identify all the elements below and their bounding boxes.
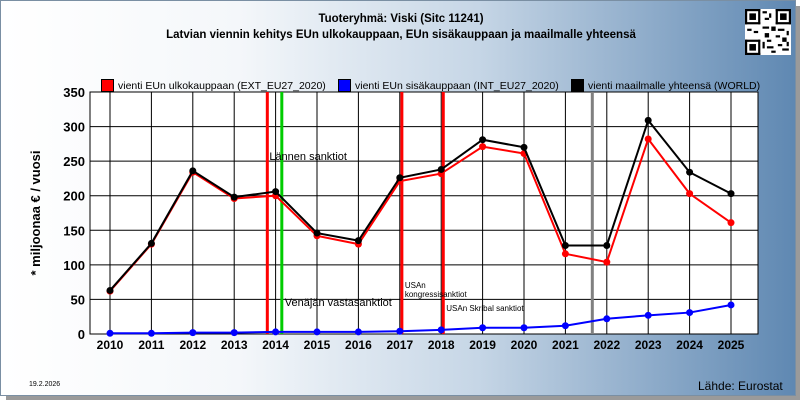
x-tick-label: 2022 <box>593 338 620 352</box>
data-point <box>644 135 652 143</box>
data-point <box>561 241 569 249</box>
data-point <box>686 309 694 317</box>
x-tick-label: 2020 <box>511 338 538 352</box>
data-point <box>479 136 487 144</box>
y-tick-label: 250 <box>63 154 85 169</box>
data-point <box>686 190 694 198</box>
data-point <box>437 165 445 173</box>
data-point <box>727 301 735 309</box>
series-line <box>109 136 732 292</box>
series-line <box>109 118 732 292</box>
data-point <box>354 328 362 336</box>
x-tick-label: 2023 <box>635 338 662 352</box>
x-tick-label: 2014 <box>262 338 289 352</box>
y-tick-label: 350 <box>63 85 85 100</box>
legend-item-world: vienti maailmalle yhteensä (WORLD) <box>571 79 760 92</box>
data-point <box>106 286 114 294</box>
date-stamp: 19.2.2026 <box>29 381 61 388</box>
qr-code-icon <box>745 9 791 55</box>
source-label: Lähde: Eurostat <box>698 379 783 393</box>
data-point <box>727 190 735 198</box>
legend: vienti EUn ulkokauppaan (EXT_EU27_2020) … <box>1 79 800 93</box>
data-point <box>272 328 280 336</box>
event-label: Venäjän vastasanktiot <box>285 297 392 309</box>
y-tick-label: 100 <box>63 258 85 273</box>
data-point <box>479 143 487 151</box>
data-point <box>479 324 487 332</box>
y-tick-label: 0 <box>78 327 85 342</box>
data-point <box>354 237 362 245</box>
data-point <box>561 250 569 258</box>
y-axis-label: * miljoonaa € / vuosi <box>28 151 43 276</box>
data-point <box>520 324 528 332</box>
x-tick-label: 2019 <box>469 338 496 352</box>
data-point <box>272 188 280 196</box>
event-label: Lännen sanktiot <box>269 151 347 163</box>
data-point <box>686 168 694 176</box>
data-point <box>644 116 652 124</box>
series-line <box>110 303 732 335</box>
x-tick-label: 2011 <box>138 338 164 352</box>
data-point <box>313 229 321 237</box>
chart-title: Tuoteryhmä: Viski (Sitc 11241) <box>318 13 484 25</box>
data-point <box>603 258 611 266</box>
x-tick-label: 2010 <box>97 338 124 352</box>
x-tick-label: 2021 <box>552 338 579 352</box>
data-point <box>603 315 611 323</box>
data-point <box>189 329 197 337</box>
x-tick-label: 2017 <box>386 338 413 352</box>
legend-item-int: vienti EUn sisäkauppaan (INT_EU27_2020) <box>338 79 559 92</box>
data-point <box>230 193 238 201</box>
event-label: USAn kongressisanktiot <box>405 281 468 299</box>
y-tick-label: 300 <box>63 120 85 135</box>
data-point <box>396 327 404 335</box>
x-tick-label: 2018 <box>428 338 455 352</box>
x-tick-label: 2016 <box>345 338 372 352</box>
data-point <box>147 329 155 337</box>
data-point <box>230 329 238 337</box>
legend-label-int: vienti EUn sisäkauppaan (INT_EU27_2020) <box>355 79 559 92</box>
data-point <box>106 329 114 337</box>
data-point <box>727 219 735 227</box>
y-tick-label: 150 <box>63 223 85 238</box>
data-point <box>437 326 445 334</box>
legend-item-ext: vienti EUn ulkokauppaan (EXT_EU27_2020) <box>101 79 326 92</box>
event-label: USAn Skribal sanktiot <box>446 304 524 313</box>
data-point <box>396 174 404 182</box>
data-point <box>603 241 611 249</box>
chart-subtitle: Latvian viennin kehitys EUn ulkokauppaan… <box>166 29 636 41</box>
y-tick-label: 200 <box>63 189 85 204</box>
data-point <box>644 311 652 319</box>
x-tick-label: 2012 <box>179 338 206 352</box>
x-tick-label: 2025 <box>718 338 745 352</box>
x-tick-label: 2024 <box>676 338 703 352</box>
data-point <box>520 143 528 151</box>
y-tick-label: 50 <box>71 292 85 307</box>
legend-label-ext: vienti EUn ulkokauppaan (EXT_EU27_2020) <box>118 79 326 92</box>
legend-label-world: vienti maailmalle yhteensä (WORLD) <box>588 79 761 92</box>
x-tick-label: 2013 <box>221 338 248 352</box>
data-point <box>147 239 155 247</box>
data-point <box>313 328 321 336</box>
data-point <box>561 322 569 330</box>
data-point <box>189 167 197 175</box>
x-tick-label: 2015 <box>304 338 331 352</box>
